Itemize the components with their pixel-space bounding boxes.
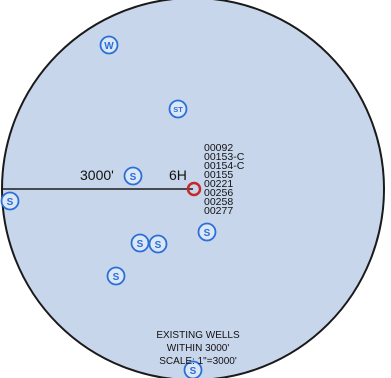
s-well-marker[interactable]: S — [106, 266, 126, 286]
s-well-marker[interactable]: S — [197, 222, 217, 242]
marker-label: S — [155, 240, 162, 251]
well-id: 00153-C — [204, 151, 245, 163]
s-well-marker[interactable]: S — [148, 234, 168, 254]
well-id: 00258 — [204, 196, 233, 208]
marker-label: ST — [173, 105, 183, 114]
st-well-marker[interactable]: ST — [168, 99, 188, 119]
marker-label: S — [113, 272, 120, 283]
water-well-marker[interactable]: W — [99, 35, 119, 55]
subject-well-marker[interactable] — [186, 181, 202, 197]
marker-label: S — [130, 172, 137, 183]
well-id: 00221 — [204, 178, 233, 190]
marker-label: S — [204, 228, 211, 239]
s-well-marker[interactable]: S — [0, 191, 20, 211]
well-id: 00277 — [204, 205, 233, 217]
well-id: 00155 — [204, 169, 233, 181]
s-well-marker[interactable]: S — [130, 233, 150, 253]
well-id-list: 00092 00153-C 00154-C 00155 00221 00256 … — [204, 142, 245, 217]
caption-line-3: SCALE: 1"=3000' — [159, 356, 237, 367]
well-id: 00092 — [204, 142, 233, 154]
well-id: 00256 — [204, 187, 233, 199]
s-well-marker[interactable]: S — [183, 360, 203, 378]
marker-label: W — [104, 41, 114, 52]
radius-distance-label: 3000' — [80, 167, 114, 183]
caption-line-1: EXISTING WELLS — [156, 330, 240, 341]
well-id: 00154-C — [204, 160, 245, 172]
map-caption: EXISTING WELLS WITHIN 3000' SCALE: 1"=30… — [156, 330, 240, 367]
marker-label: S — [7, 197, 14, 208]
caption-line-2: WITHIN 3000' — [167, 343, 230, 354]
marker-label: S — [137, 239, 144, 250]
subject-well-label: 6H — [169, 167, 187, 183]
marker-label: S — [190, 366, 197, 377]
s-well-marker[interactable]: S — [123, 166, 143, 186]
